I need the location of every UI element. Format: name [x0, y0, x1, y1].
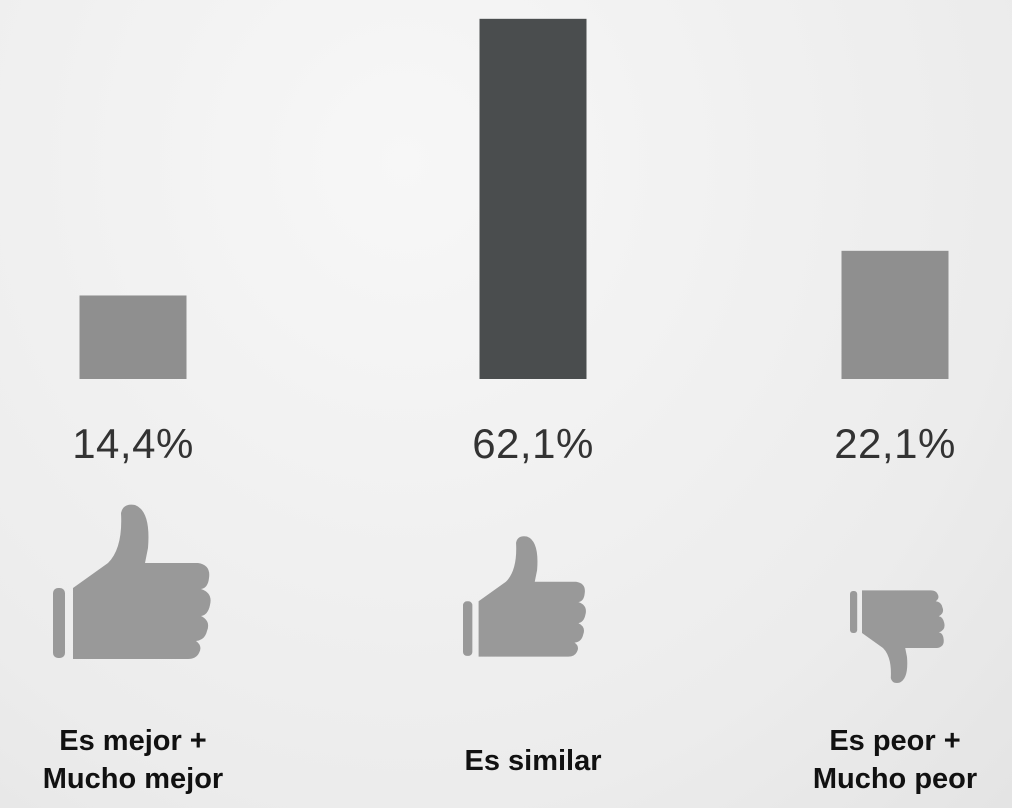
category-label: Es peor + Mucho peor — [812, 725, 978, 795]
bar — [79, 295, 187, 379]
category-label: Es similar — [464, 745, 602, 777]
bar — [479, 18, 587, 379]
value-label: 14,4% — [72, 420, 194, 467]
bar — [841, 250, 949, 379]
category-label: Es mejor + Mucho mejor — [42, 725, 224, 795]
thumb-up-icon — [463, 536, 586, 657]
value-label: 62,1% — [472, 420, 594, 467]
value-label: 22,1% — [834, 420, 956, 467]
thumb-up-icon — [53, 504, 211, 659]
thumb-down-icon — [850, 590, 945, 683]
